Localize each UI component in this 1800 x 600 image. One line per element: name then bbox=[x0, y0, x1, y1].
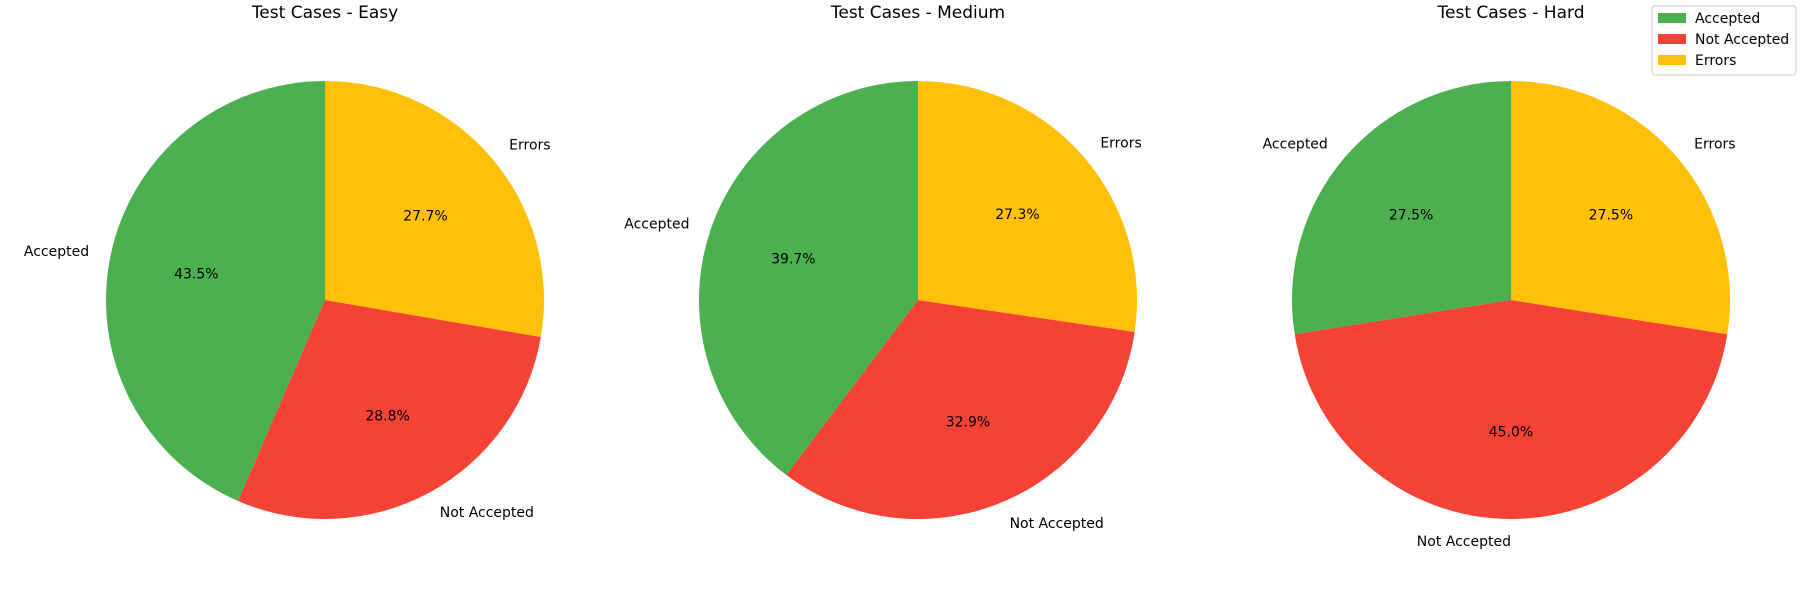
percent-label-errors: 27.5% bbox=[1589, 208, 1633, 224]
pie-slice-errors bbox=[918, 81, 1137, 332]
percent-label-errors: 27.7% bbox=[403, 208, 447, 224]
percent-label-accepted: 39.7% bbox=[771, 251, 815, 267]
legend-swatch-not-accepted bbox=[1658, 34, 1686, 44]
pie-slice-not-accepted bbox=[786, 300, 1135, 519]
legend-label-errors: Errors bbox=[1695, 53, 1736, 69]
percent-label-accepted: 27.5% bbox=[1389, 208, 1433, 224]
slice-label-not-accepted: Not Accepted bbox=[440, 505, 534, 521]
pie-chart-easy: Test Cases - Easy 43.5% Accepted 28.8% Not A… bbox=[24, 3, 551, 521]
legend-swatch-accepted bbox=[1658, 13, 1686, 23]
slice-label-accepted: Accepted bbox=[24, 244, 89, 260]
pie-slice-accepted bbox=[1292, 81, 1511, 335]
percent-label-not-accepted: 28.8% bbox=[365, 409, 409, 425]
pie-slice-errors bbox=[325, 81, 544, 337]
charts-layer: Test Cases - Easy 43.5% Accepted 28.8% Not A… bbox=[24, 3, 1736, 550]
pie-slice-accepted bbox=[106, 81, 325, 501]
legend-frame bbox=[1651, 5, 1797, 76]
slice-label-accepted: Accepted bbox=[624, 217, 689, 233]
pie-slice-errors bbox=[1511, 81, 1730, 335]
slice-label-errors: Errors bbox=[1694, 137, 1735, 153]
pie-slice-not-accepted bbox=[238, 300, 541, 519]
legend-label-not-accepted: Not Accepted bbox=[1695, 32, 1789, 48]
pie-slice-accepted bbox=[698, 81, 918, 476]
slice-label-not-accepted: Not Accepted bbox=[1010, 516, 1104, 532]
slice-label-errors: Errors bbox=[509, 138, 550, 154]
percent-label-not-accepted: 45.0% bbox=[1489, 424, 1533, 440]
slice-label-accepted: Accepted bbox=[1263, 137, 1328, 153]
pie-slice-not-accepted bbox=[1294, 300, 1728, 519]
legend-swatch-errors bbox=[1658, 55, 1686, 65]
percent-label-errors: 27.3% bbox=[995, 207, 1039, 223]
percent-label-accepted: 43.5% bbox=[174, 266, 218, 282]
slice-label-errors: Errors bbox=[1100, 136, 1141, 152]
legend: Accepted Not Accepted Errors bbox=[1651, 5, 1797, 76]
chart-title: Test Cases - Hard bbox=[1437, 3, 1585, 23]
chart-title: Test Cases - Easy bbox=[251, 3, 398, 23]
pie-chart-hard: Test Cases - Hard 27.5% Accepted 45.0% Not A… bbox=[1263, 3, 1736, 550]
chart-title: Test Cases - Medium bbox=[830, 3, 1005, 23]
slice-label-not-accepted: Not Accepted bbox=[1417, 534, 1511, 550]
legend-label-accepted: Accepted bbox=[1695, 11, 1760, 27]
percent-label-not-accepted: 32.9% bbox=[946, 415, 990, 431]
pie-chart-medium: Test Cases - Medium 39.7% Accepted 32.9% Not… bbox=[624, 3, 1141, 532]
